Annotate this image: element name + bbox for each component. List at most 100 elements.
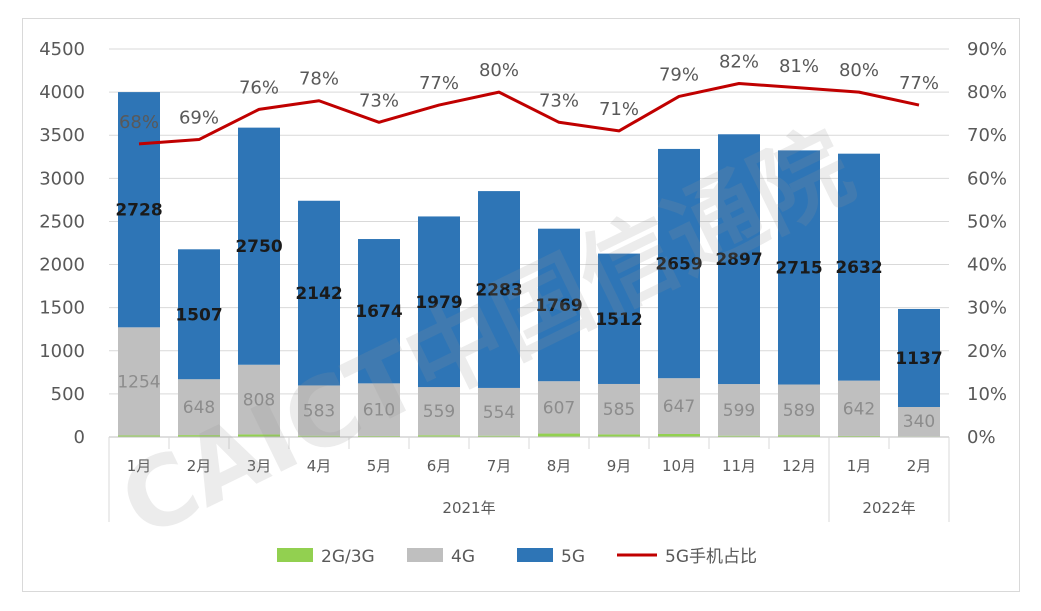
- y-left-tick-label: 3500: [39, 125, 85, 146]
- bar-4g: [598, 383, 640, 435]
- data-label-5g: 2715: [775, 258, 822, 278]
- share-line-path: [138, 81, 920, 146]
- bar-2g3g: [658, 433, 700, 437]
- data-label-5g: 1507: [175, 305, 222, 325]
- legend: 2G/3G 4G 5G 5G手机占比: [277, 547, 757, 567]
- y-left-tick-label: 2000: [39, 255, 85, 276]
- bar-4g: [718, 384, 760, 436]
- x-tick-label: 10月: [662, 457, 696, 475]
- bar-5g: [838, 153, 880, 381]
- bar-5g: [178, 249, 220, 380]
- bar-2g3g: [838, 435, 880, 437]
- x-tick-label: 3月: [247, 457, 272, 475]
- bar-5g: [298, 200, 340, 386]
- bar-4g: [478, 387, 520, 436]
- bar-2g3g: [298, 435, 340, 437]
- data-label-4g: 610: [363, 401, 395, 421]
- x-tick-label: 9月: [607, 457, 632, 475]
- data-label-4g: 1254: [117, 372, 160, 392]
- data-labels: 2728 1507 2750 2142 1674 1979 2283 1769 1512 2659…: [115, 51, 942, 432]
- bar-5g: [118, 92, 160, 328]
- bar-4g: [898, 406, 940, 437]
- bar-4g: [298, 385, 340, 436]
- x-tick-label: 2月: [187, 457, 212, 475]
- x-tick-label: 2月: [907, 457, 932, 475]
- axes: 0 500 1000 1500 2000 2500 3000 3500 4000 4500 0% 10…: [39, 39, 1007, 522]
- bar-2g3g: [238, 434, 280, 437]
- legend-swatch: [407, 548, 443, 562]
- y-left-tick-label: 0: [74, 427, 85, 448]
- data-label-share: 80%: [479, 60, 519, 81]
- bar-2g3g: [538, 433, 580, 437]
- data-label-share: 82%: [719, 51, 759, 72]
- bar-4g: [778, 384, 820, 436]
- data-label-share: 80%: [839, 60, 879, 81]
- y-right-tick-label: 0%: [967, 427, 996, 448]
- y-right-tick-label: 50%: [967, 211, 1007, 232]
- legend-label: 5G手机占比: [665, 547, 757, 567]
- bar-4g: [178, 379, 220, 436]
- data-label-4g: 583: [303, 402, 335, 422]
- data-label-5g: 1512: [595, 310, 642, 330]
- data-label-5g: 2283: [475, 281, 522, 301]
- data-label-share: 78%: [299, 69, 339, 90]
- bar-2g3g: [598, 434, 640, 437]
- year-group-label: 2022年: [862, 499, 915, 517]
- y-left-tick-label: 1000: [39, 341, 85, 362]
- chart-frame: 2728 1507 2750 2142 1674 1979 2283 1769 1512 2659…: [22, 18, 1020, 592]
- y-left-tick-label: 4500: [39, 39, 85, 60]
- stacked-bar-line-chart: 2728 1507 2750 2142 1674 1979 2283 1769 1512 2659…: [39, 39, 1007, 567]
- data-label-4g: 554: [483, 403, 515, 423]
- bar-5g: [718, 134, 760, 385]
- y-left-tick-label: 1500: [39, 298, 85, 319]
- data-label-share: 77%: [899, 73, 939, 94]
- data-label-4g: 607: [543, 398, 575, 418]
- bar-2g3g: [178, 435, 220, 437]
- data-label-4g: 340: [903, 412, 935, 432]
- data-label-share: 68%: [119, 112, 159, 133]
- bar-4g: [658, 378, 700, 434]
- bar-2g3g: [118, 435, 160, 437]
- bar-2g3g: [718, 435, 760, 437]
- x-tick-label: 1月: [847, 457, 872, 475]
- legend-swatch: [517, 548, 553, 562]
- legend-label: 2G/3G: [321, 547, 375, 567]
- bar-5g: [418, 216, 460, 388]
- data-label-share: 81%: [779, 56, 819, 77]
- y-right-tick-label: 90%: [967, 39, 1007, 60]
- y-right-tick-label: 70%: [967, 125, 1007, 146]
- bar-2g3g: [418, 435, 460, 437]
- bar-5g: [478, 191, 520, 388]
- data-label-5g: 2142: [295, 284, 342, 304]
- bar-5g: [598, 253, 640, 384]
- bar-4g: [358, 383, 400, 436]
- legend-swatch: [277, 548, 313, 562]
- x-tick-label: 6月: [427, 457, 452, 475]
- y-right-tick-label: 20%: [967, 341, 1007, 362]
- year-group-label: 2021年: [442, 499, 495, 517]
- bar-5g: [658, 148, 700, 379]
- y-left-tick-label: 2500: [39, 211, 85, 232]
- bar-5g: [898, 308, 940, 407]
- y-right-tick-label: 10%: [967, 384, 1007, 405]
- y-right-tick-label: 30%: [967, 298, 1007, 319]
- bar-4g: [838, 380, 880, 436]
- y-right-tick-label: 60%: [967, 168, 1007, 189]
- data-label-share: 76%: [239, 77, 279, 98]
- x-tick-label: 8月: [547, 457, 572, 475]
- x-tick-label: 7月: [487, 457, 512, 475]
- data-label-share: 69%: [179, 108, 219, 129]
- data-label-4g: 642: [843, 399, 875, 419]
- data-label-5g: 1137: [895, 349, 942, 369]
- data-label-4g: 648: [183, 398, 215, 418]
- bar-4g: [238, 364, 280, 435]
- data-label-5g: 1979: [415, 293, 462, 313]
- y-right-tick-label: 80%: [967, 82, 1007, 103]
- data-label-5g: 2659: [655, 255, 702, 275]
- x-tick-label: 11月: [722, 457, 756, 475]
- data-label-5g: 1769: [535, 296, 582, 316]
- x-tick-label: 5月: [367, 457, 392, 475]
- data-label-share: 79%: [659, 64, 699, 85]
- bar-4g: [418, 387, 460, 436]
- x-tick-label: 4月: [307, 457, 332, 475]
